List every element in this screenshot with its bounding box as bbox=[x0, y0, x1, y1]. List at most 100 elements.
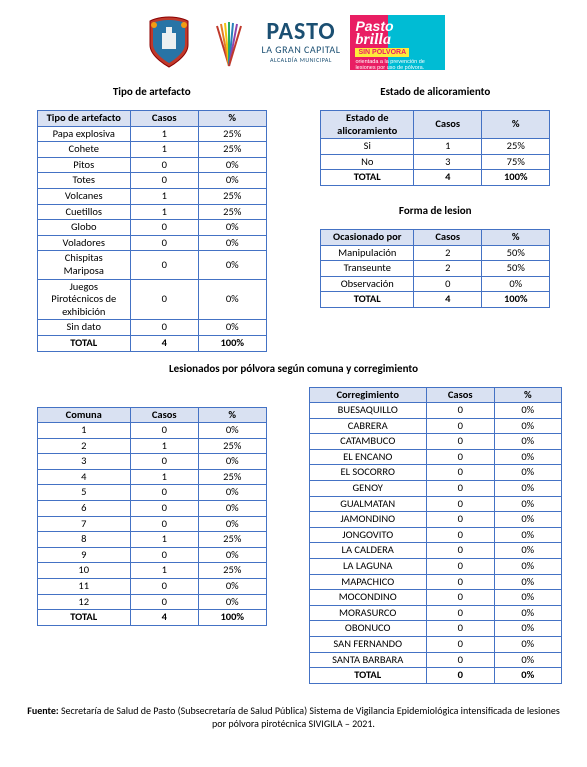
table-cell: 9 bbox=[37, 547, 130, 563]
table-cell: 0% bbox=[494, 590, 561, 606]
table-cell: 0 bbox=[426, 637, 494, 653]
table-row: 10125% bbox=[37, 563, 266, 579]
table-cell: 1 bbox=[130, 126, 198, 142]
table-cell: SAN FERNANDO bbox=[309, 637, 426, 653]
table-cell: 1 bbox=[37, 423, 130, 439]
table-cell: 100% bbox=[482, 292, 550, 308]
table-cell: 2 bbox=[37, 438, 130, 454]
table4: ComunaCasos% 100%2125%300%4125%500%600%7… bbox=[37, 407, 267, 626]
table-cell: 0 bbox=[130, 579, 198, 595]
table-cell: 2 bbox=[414, 261, 482, 277]
table-row: MOCONDINO00% bbox=[309, 590, 562, 606]
table-row: EL SOCORRO00% bbox=[309, 465, 562, 481]
table-row: GUALMATAN00% bbox=[309, 496, 562, 512]
table-cell: 0 bbox=[130, 251, 198, 279]
table-cell: 0 bbox=[426, 465, 494, 481]
table-cell: 4 bbox=[130, 610, 198, 626]
table-cell: 0% bbox=[198, 157, 266, 173]
table4-section: ComunaCasos% 100%2125%300%4125%500%600%7… bbox=[25, 387, 279, 626]
table-cell: 1 bbox=[414, 139, 482, 155]
table-cell: EL ENCANO bbox=[309, 449, 426, 465]
table-cell: MORASURCO bbox=[309, 605, 426, 621]
table-cell: 0 bbox=[130, 173, 198, 189]
table-cell: 0% bbox=[494, 481, 561, 497]
table-cell: 7 bbox=[37, 516, 130, 532]
table-cell: 0% bbox=[494, 434, 561, 450]
table-row: Pitos00% bbox=[37, 157, 266, 173]
table-cell: 0 bbox=[130, 516, 198, 532]
table-row: 500% bbox=[37, 485, 266, 501]
table-cell: 8 bbox=[37, 532, 130, 548]
table-cell: 25% bbox=[198, 126, 266, 142]
table-row: 8125% bbox=[37, 532, 266, 548]
table-cell: 0 bbox=[426, 449, 494, 465]
table-cell: 25% bbox=[198, 142, 266, 158]
table-cell: 0% bbox=[494, 527, 561, 543]
footer-bold: Fuente: bbox=[27, 704, 61, 717]
table-cell: JONGOVITO bbox=[309, 527, 426, 543]
table-header: Ocasionado por bbox=[321, 229, 414, 245]
table-row: 4125% bbox=[37, 469, 266, 485]
table-row: LA LAGUNA00% bbox=[309, 559, 562, 575]
table-cell: 25% bbox=[198, 188, 266, 204]
table-cell: 10 bbox=[37, 563, 130, 579]
table-row: EL ENCANO00% bbox=[309, 449, 562, 465]
table-row: 100% bbox=[37, 423, 266, 439]
table-cell: LA LAGUNA bbox=[309, 559, 426, 575]
table-total-row: TOTAL00% bbox=[309, 668, 562, 684]
table-header: Corregimiento bbox=[309, 387, 426, 403]
table-cell: 0% bbox=[198, 547, 266, 563]
table-cell: Papa explosiva bbox=[37, 126, 130, 142]
table-cell: 0% bbox=[494, 403, 561, 419]
table-cell: 4 bbox=[37, 469, 130, 485]
table-row: LA CALDERA00% bbox=[309, 543, 562, 559]
table-cell: 3 bbox=[37, 454, 130, 470]
table-row: Volcanes125% bbox=[37, 188, 266, 204]
table-cell: 12 bbox=[37, 594, 130, 610]
pasto-logo: PASTO LA GRAN CAPITAL ALCALDÍA MUNICIPAL bbox=[262, 21, 341, 64]
table-cell: 0 bbox=[414, 276, 482, 292]
table-cell: 0 bbox=[426, 574, 494, 590]
table-cell: 0% bbox=[494, 668, 561, 684]
table-cell: Volcanes bbox=[37, 188, 130, 204]
table-header: % bbox=[198, 407, 266, 423]
table-cell: Manipulación bbox=[321, 245, 414, 261]
table3-title: Forma de lesion bbox=[309, 204, 563, 217]
table-row: SAN FERNANDO00% bbox=[309, 637, 562, 653]
table-row: Voladores00% bbox=[37, 235, 266, 251]
table-cell: 5 bbox=[37, 485, 130, 501]
table-cell: 0% bbox=[198, 220, 266, 236]
table-row: 900% bbox=[37, 547, 266, 563]
table-cell: 25% bbox=[198, 438, 266, 454]
table-cell: OBONUCO bbox=[309, 621, 426, 637]
table-cell: 100% bbox=[198, 335, 266, 351]
table-cell: TOTAL bbox=[309, 668, 426, 684]
table-cell: 0% bbox=[198, 501, 266, 517]
table-header: Estado de alicoramiento bbox=[321, 111, 414, 139]
table5: CorregimientoCasos% BUESAQUILLO00%CABRER… bbox=[309, 387, 563, 684]
table-cell: 0 bbox=[426, 605, 494, 621]
table-cell: BUESAQUILLO bbox=[309, 403, 426, 419]
table-cell: 0 bbox=[426, 590, 494, 606]
table-cell: 0 bbox=[130, 454, 198, 470]
table-row: Cuetillos125% bbox=[37, 204, 266, 220]
table-row: GENOY00% bbox=[309, 481, 562, 497]
table-cell: Chispitas Mariposa bbox=[37, 251, 130, 279]
table-cell: 3 bbox=[414, 154, 482, 170]
table-cell: 0 bbox=[426, 481, 494, 497]
table-cell: Voladores bbox=[37, 235, 130, 251]
table-cell: 0 bbox=[426, 403, 494, 419]
table-row: BUESAQUILLO00% bbox=[309, 403, 562, 419]
table-cell: TOTAL bbox=[37, 610, 130, 626]
table-cell: 2 bbox=[414, 245, 482, 261]
table-row: CABRERA00% bbox=[309, 418, 562, 434]
table-cell: 0 bbox=[130, 279, 198, 320]
table-cell: GENOY bbox=[309, 481, 426, 497]
table-cell: 0% bbox=[198, 173, 266, 189]
table-cell: EL SOCORRO bbox=[309, 465, 426, 481]
table-cell: 1 bbox=[130, 188, 198, 204]
table1-section: Tipo de artefacto Tipo de artefactoCasos… bbox=[25, 85, 279, 352]
table-cell: 100% bbox=[482, 170, 550, 186]
coat-of-arms-icon bbox=[142, 15, 197, 70]
table-header: Casos bbox=[130, 407, 198, 423]
